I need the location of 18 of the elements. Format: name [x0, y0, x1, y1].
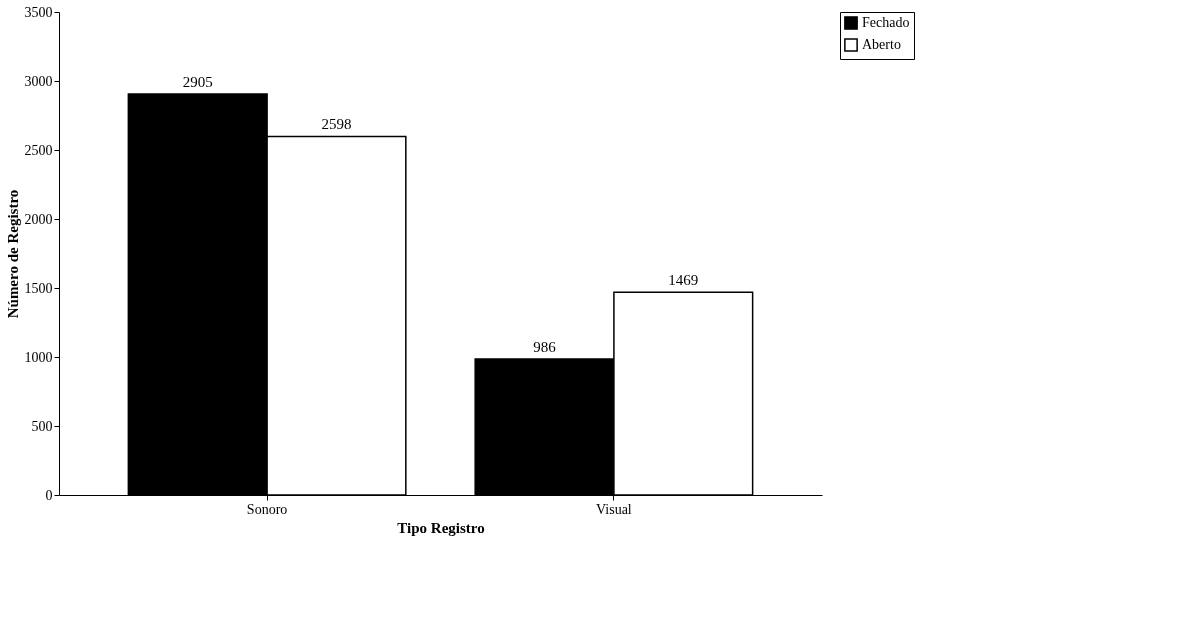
data-label: 986	[533, 338, 557, 355]
data-label: 2598	[321, 116, 352, 133]
y-axis-title: Número de Registro	[4, 189, 21, 319]
x-tick-label: Visual	[596, 501, 632, 517]
data-label: 1469	[668, 272, 699, 289]
y-tick-label: 1000	[24, 349, 53, 365]
x-axis-title: Tipo Registro	[397, 519, 485, 536]
y-tick-label: 500	[31, 418, 53, 434]
legend-label: Aberto	[862, 37, 901, 52]
data-label: 2905	[182, 74, 213, 91]
y-tick-label: 2000	[24, 211, 53, 227]
y-tick-label: 3000	[24, 73, 53, 89]
x-tick-label: Sonoro	[246, 501, 288, 517]
y-tick-label: 3500	[24, 4, 53, 20]
legend-label: Fechado	[862, 15, 910, 30]
y-tick-label: 1500	[24, 280, 53, 296]
y-tick-label: 2500	[24, 142, 53, 158]
y-tick-label: 0	[45, 487, 53, 503]
